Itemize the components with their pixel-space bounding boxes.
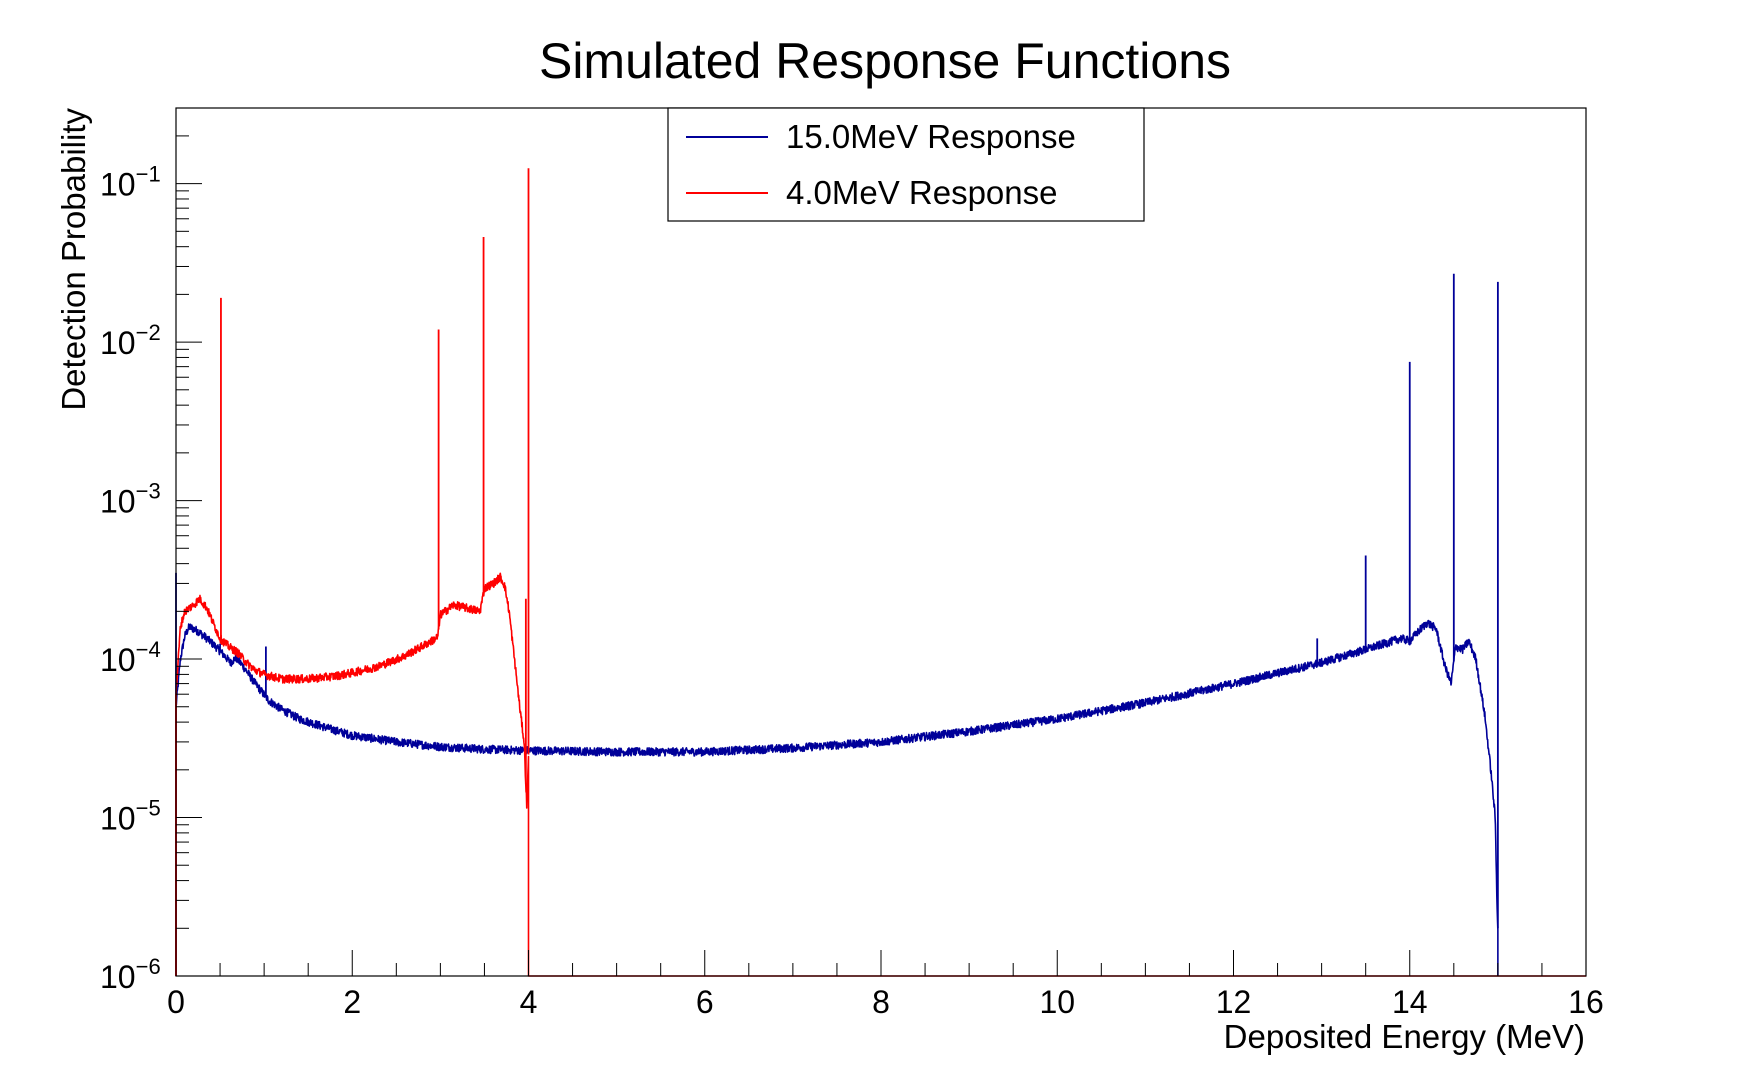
y-tick-label: 10−2 <box>100 320 161 361</box>
x-tick-label: 4 <box>520 984 538 1020</box>
x-axis-label: Deposited Energy (MeV) <box>1224 1018 1585 1055</box>
x-tick-label: 16 <box>1568 984 1604 1020</box>
legend-box <box>667 107 1145 222</box>
legend: 15.0MeV Response 4.0MeV Response <box>667 107 1145 222</box>
x-tick-label: 2 <box>343 984 361 1020</box>
y-tick-exponent: −3 <box>136 479 161 504</box>
y-tick-label: 10−4 <box>100 637 161 678</box>
series-line <box>175 619 1499 977</box>
y-tick-exponent: −2 <box>136 320 161 345</box>
series-line <box>175 572 1586 977</box>
y-tick-exponent: −4 <box>136 637 161 662</box>
y-axis-label: Detection Probability <box>55 108 92 411</box>
legend-label-4mev: 4.0MeV Response <box>786 174 1058 211</box>
y-tick-exponent: −1 <box>136 162 161 187</box>
x-tick-label: 12 <box>1216 984 1252 1020</box>
x-tick-label: 10 <box>1039 984 1075 1020</box>
chart-title: Simulated Response Functions <box>539 33 1231 89</box>
x-tick-label: 0 <box>167 984 185 1020</box>
x-tick-label: 14 <box>1392 984 1428 1020</box>
x-axis: 0 2 4 6 8 10 12 14 16 <box>167 950 1604 1020</box>
legend-label-15mev: 15.0MeV Response <box>786 118 1076 155</box>
y-tick-label: 10−3 <box>100 479 161 520</box>
x-tick-label: 6 <box>696 984 714 1020</box>
y-tick-exponent: −6 <box>136 954 161 979</box>
y-tick-exponent: −5 <box>136 796 161 821</box>
x-tick-label: 8 <box>872 984 890 1020</box>
